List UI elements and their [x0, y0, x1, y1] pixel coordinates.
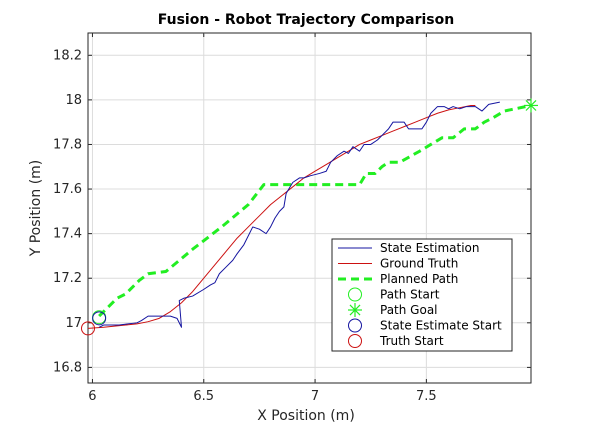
y-axis-label: Y Position (m)	[28, 160, 44, 258]
truth-start-marker	[81, 321, 95, 336]
legend-label-path-start: Path Start	[380, 288, 440, 302]
series-layer	[81, 98, 538, 336]
state-estimation-line	[98, 101, 500, 328]
legend-swatch-path-goal	[348, 303, 362, 317]
planned-path-line	[98, 103, 532, 318]
y-tick-label: 18	[65, 93, 82, 108]
legend-box	[331, 238, 513, 352]
path-goal-marker	[524, 98, 538, 113]
legend-label-planned-path: Planned Path	[380, 272, 458, 286]
legend-swatch-truth-start	[348, 334, 362, 348]
state-estimate-start-marker	[92, 311, 107, 326]
legend-swatch-state-estimate-start	[348, 318, 362, 333]
legend-label-truth-start: Truth Start	[379, 334, 444, 348]
legend-label-path-goal: Path Goal	[380, 303, 438, 317]
x-tick-label: 6	[88, 389, 96, 404]
x-axis-label: X Position (m)	[257, 408, 355, 424]
y-tick-label: 16.8	[53, 360, 82, 375]
asterisk-stroke	[349, 304, 361, 316]
axis-ticks: 6 6.5 7 7.5 16.8 17 17.2 17.4 17.6 17.8 18 18.2	[53, 33, 531, 404]
y-tick-label: 17	[65, 316, 82, 331]
asterisk-stroke	[525, 99, 537, 111]
x-tick-label: 6.5	[193, 389, 214, 404]
y-tick-label: 17.6	[53, 182, 82, 197]
chart-title: Fusion - Robot Trajectory Comparison	[158, 12, 454, 28]
x-tick-label: 7.5	[416, 389, 437, 404]
legend-label-ground-truth: Ground Truth	[380, 257, 458, 271]
legend-label-state-estimate-start: State Estimate Start	[380, 319, 502, 333]
y-tick-label: 17.8	[53, 137, 82, 152]
legend-swatch-path-start	[348, 287, 362, 302]
legend-label-state-estimation: State Estimation	[380, 241, 479, 255]
y-tick-label: 18.2	[53, 48, 82, 63]
x-tick-label: 7	[311, 389, 319, 404]
y-tick-label: 17.2	[53, 271, 82, 286]
y-tick-label: 17.4	[53, 227, 82, 242]
